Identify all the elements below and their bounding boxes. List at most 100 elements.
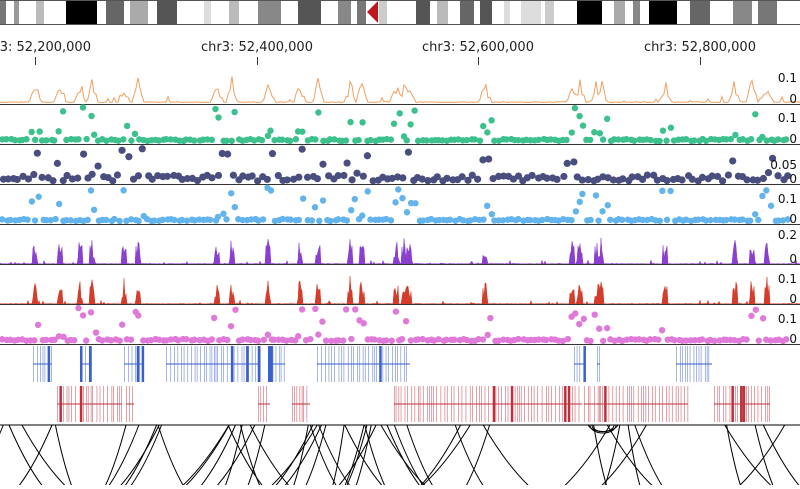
data-point [13, 175, 21, 184]
feature-exon [272, 346, 274, 382]
feature-exon [341, 346, 342, 382]
data-point [392, 199, 399, 206]
data-point [75, 136, 82, 143]
feature-exon [666, 386, 667, 422]
data-point [667, 187, 674, 195]
data-point [759, 174, 767, 183]
data-point [319, 318, 326, 325]
ideogram-band [614, 0, 625, 25]
data-point [79, 104, 87, 111]
track7-axis-min: 0 [789, 332, 797, 346]
feature-exon [88, 346, 92, 382]
data-point [542, 336, 550, 344]
data-point [342, 306, 350, 313]
data-point [515, 335, 522, 343]
chromosome-ideogram[interactable] [0, 0, 800, 25]
feature-exon [220, 346, 222, 382]
data-point [7, 216, 14, 224]
feature-exon [96, 386, 98, 422]
data-point [663, 177, 671, 185]
data-point [74, 174, 82, 182]
data-point [387, 217, 395, 224]
feature-exon [458, 386, 459, 422]
arc-link [107, 424, 140, 488]
feature-exon [270, 346, 273, 382]
data-point [214, 213, 222, 221]
tracks-panel[interactable]: 0.1 0 0.1 0 0.05 0 0.1 0 0.2 0 0.1 0 0.1… [0, 65, 800, 488]
data-point [732, 131, 739, 139]
feature-exon [729, 386, 731, 422]
data-point [283, 176, 291, 184]
data-point [528, 171, 536, 180]
track3-axis-max: 0.05 [770, 158, 797, 172]
track-area-purple [0, 237, 800, 265]
data-point [658, 326, 666, 334]
ideogram-band [649, 0, 677, 25]
data-point [63, 136, 70, 144]
arc-link [246, 424, 266, 488]
feature-exon [135, 346, 136, 382]
arc-link [224, 424, 243, 488]
data-point [592, 192, 600, 199]
data-point [218, 149, 226, 158]
data-point [88, 112, 95, 120]
feature-exon [751, 386, 753, 422]
data-point [412, 200, 419, 207]
data-point [487, 314, 494, 322]
arc-link [364, 424, 386, 488]
feature-exon [576, 346, 578, 382]
feature-exon [91, 346, 92, 382]
feature-exon [206, 346, 207, 382]
feature-exon [599, 346, 601, 382]
feature-exon [440, 386, 442, 422]
feature-exon [757, 386, 759, 422]
data-point [443, 174, 451, 182]
ideogram-band [416, 0, 430, 25]
feature-exon [47, 346, 51, 382]
data-point [223, 150, 232, 158]
data-point [488, 117, 495, 124]
feature-exon [700, 346, 702, 382]
data-point [599, 136, 607, 143]
arc-link [599, 424, 647, 488]
data-point [591, 311, 598, 318]
data-point [580, 315, 587, 323]
feature-exon [569, 386, 571, 422]
ruler-label-2: chr3: 52,400,000 [201, 40, 313, 55]
data-point [193, 176, 202, 185]
data-point [768, 154, 777, 162]
data-point [270, 336, 278, 343]
feature-exon [706, 346, 708, 382]
feature-exon [392, 346, 393, 382]
tracks-canvas[interactable] [0, 65, 800, 488]
arc-loop [589, 424, 617, 434]
data-point [682, 337, 690, 344]
data-point [587, 216, 594, 224]
feature-exon [351, 346, 352, 382]
feature-exon [296, 386, 298, 422]
data-point [335, 337, 342, 344]
arc-link [123, 424, 158, 488]
data-point [759, 133, 766, 141]
feature-exon [85, 386, 87, 422]
data-point [414, 137, 422, 145]
feature-exon [255, 346, 257, 382]
feature-exon [129, 386, 130, 422]
data-point [171, 216, 178, 224]
data-point [327, 217, 334, 225]
data-point [68, 175, 77, 183]
feature-exon [85, 346, 86, 382]
feature-exon [103, 386, 105, 422]
feature-exon [259, 346, 261, 382]
data-point [343, 217, 351, 224]
arc-link [482, 424, 531, 488]
feature-exon [334, 346, 335, 382]
data-point [223, 137, 230, 144]
feature-exon [746, 386, 747, 422]
feature-exon [559, 386, 560, 422]
feature-exon [81, 346, 83, 382]
data-point [743, 336, 750, 343]
feature-exon [268, 346, 271, 382]
data-point [274, 172, 282, 180]
data-point [312, 305, 319, 313]
